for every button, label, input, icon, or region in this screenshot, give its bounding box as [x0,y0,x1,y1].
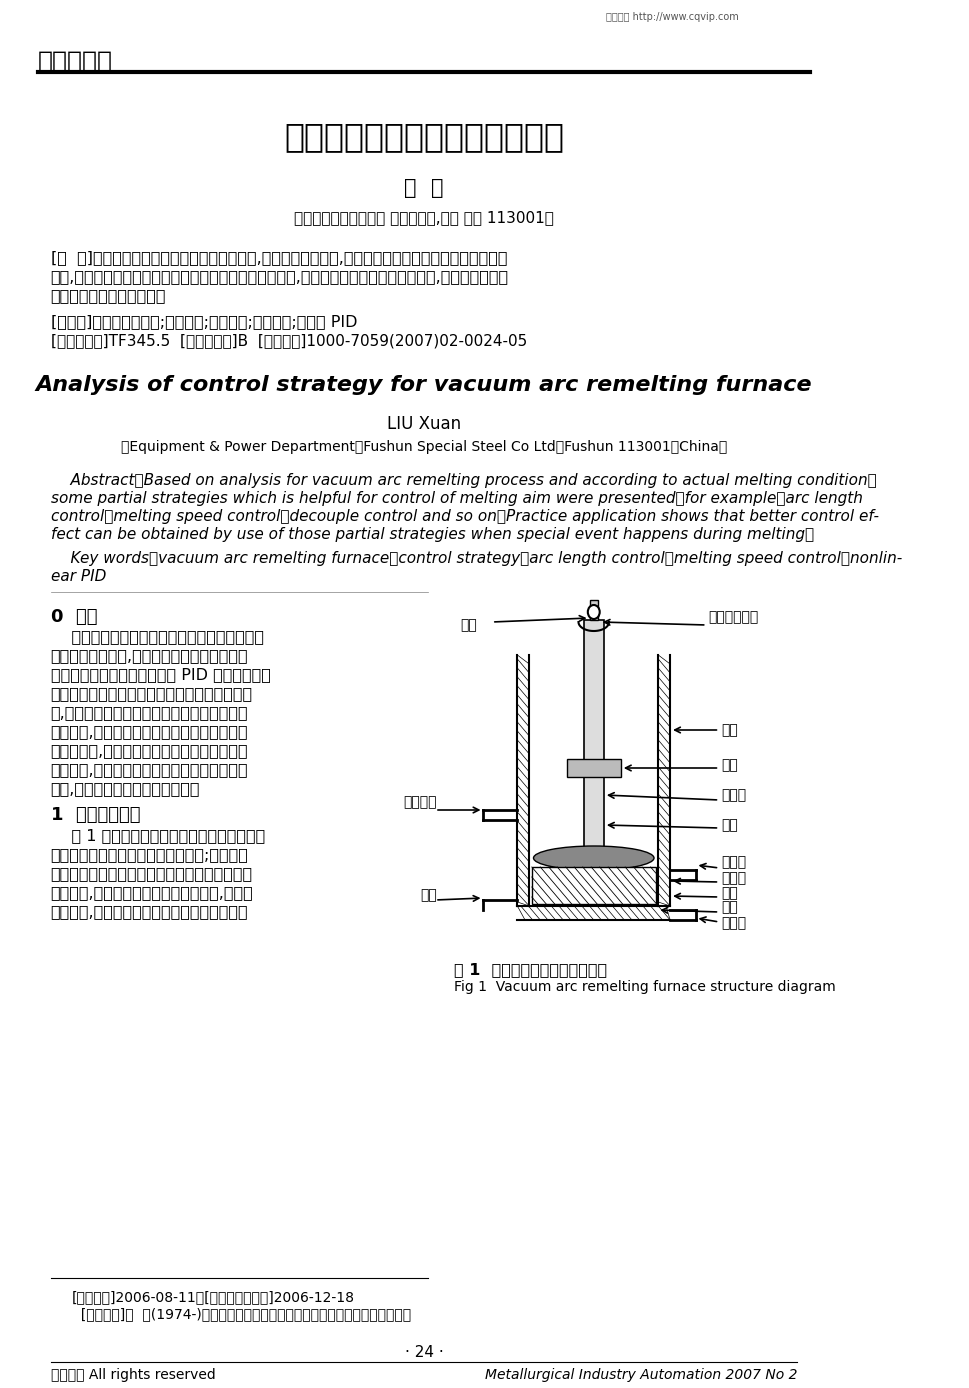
Text: 真空电弧重熔炉（又称真空自耗炉）是一种复: 真空电弧重熔炉（又称真空自耗炉）是一种复 [50,629,264,644]
Text: 与电极拉杆相连。电极拉杆通过滑动真空密封进: 与电极拉杆相连。电极拉杆通过滑动真空密封进 [50,866,253,881]
Text: 和技术转化,并实施于我们自行研制的控制系统: 和技术转化,并实施于我们自行研制的控制系统 [50,743,248,758]
Text: 出水口: 出水口 [720,855,745,869]
Text: 夹头: 夹头 [720,758,737,772]
Text: 的改造上,取得了很好的控制效果。对提升控制: 的改造上,取得了很好的控制效果。对提升控制 [50,762,248,777]
Text: [中图分类号]TF345.5  [文献标识码]B  [文章编号]1000-7059(2007)02-0024-05: [中图分类号]TF345.5 [文献标识码]B [文章编号]1000-7059(… [50,333,526,348]
Text: · 24 ·: · 24 · [404,1345,443,1360]
Text: [摘  要]通过对真空电弧重熔炉工艺过程的分析,根据冶炼实际情况,提出了一些有助于控制冶炼目标的局部: [摘 要]通过对真空电弧重熔炉工艺过程的分析,根据冶炼实际情况,提出了一些有助于… [50,250,507,265]
Text: 刘  轩: 刘 轩 [404,178,444,198]
Text: 负极: 负极 [460,618,477,632]
Text: 0  简介: 0 简介 [50,608,97,626]
Text: [收稿日期]2006-08-11；[修改稿收到日期]2006-12-18: [收稿日期]2006-08-11；[修改稿收到日期]2006-12-18 [72,1289,355,1303]
Text: ear PID: ear PID [50,569,106,584]
Ellipse shape [533,847,653,870]
Text: fect can be obtained by use of those partial strategies when special event happe: fect can be obtained by use of those par… [50,527,813,541]
Text: 些稀有金属的铸锭。采用传统 PID 控制器作为熔: 些稀有金属的铸锭。采用传统 PID 控制器作为熔 [50,668,270,682]
Text: 水套: 水套 [720,886,737,899]
Text: Analysis of control strategy for vacuum arc remelting furnace: Analysis of control strategy for vacuum … [36,375,811,396]
Text: 抽空以后,电极下降并与在结晶器底部同样材料: 抽空以后,电极下降并与在结晶器底部同样材料 [50,904,248,919]
Text: 1  基本工作原理: 1 基本工作原理 [50,806,140,824]
Text: 系统与装置: 系统与装置 [38,50,112,74]
Text: 电极: 电极 [720,818,737,831]
Text: Abstract：Based on analysis for vacuum arc remelting process and according to act: Abstract：Based on analysis for vacuum ar… [50,473,875,489]
Bar [589,600,597,620]
Text: 电极进给机构: 电极进给机构 [707,609,758,625]
Text: （抚顺特殊钢有限公司 装备动力部,辽宁 抚顺 113001）: （抚顺特殊钢有限公司 装备动力部,辽宁 抚顺 113001） [294,210,553,225]
Text: 杂的真空冶炼设备,主要用于熔炼难熔金属及某: 杂的真空冶炼设备,主要用于熔炼难熔金属及某 [50,648,248,663]
Text: 结晶器: 结晶器 [720,872,745,886]
Text: 距。为此,通过对国外最新控制策略的分析研究: 距。为此,通过对国外最新控制策略的分析研究 [50,725,248,738]
Text: control，melting speed control，decouple control and so on．Practice application sh: control，melting speed control，decouple c… [50,509,878,525]
Text: 真空电弧重熔炉控制策略的分析: 真空电弧重熔炉控制策略的分析 [284,119,563,153]
Text: 炼电源正极与水冷套中的结晶器相连;电源负极: 炼电源正极与水冷套中的结晶器相连;电源负极 [50,847,248,862]
Text: 至真空泵: 至真空泵 [403,795,436,809]
Bar [531,868,655,904]
Text: LIU Xuan: LIU Xuan [387,415,460,433]
Text: 正极: 正极 [420,888,436,902]
Text: [作者简介]刘  轩(1974-)，女，辽宁抚顺人，工程师，主要从事电气自动化工作。: [作者简介]刘 轩(1974-)，女，辽宁抚顺人，工程师，主要从事电气自动化工作… [72,1307,411,1321]
Text: 策略,如弧长控制、熔速控制、解耦控制等。实际应用表明,当熔炼过程出现各种特殊情况时,采用这些局部策: 策略,如弧长控制、熔速控制、解耦控制等。实际应用表明,当熔炼过程出现各种特殊情况… [50,269,508,285]
Text: 新锭: 新锭 [720,899,737,915]
Text: 图 1 所示为真空电弧重熔炉结构示意图。熔: 图 1 所示为真空电弧重熔炉结构示意图。熔 [50,829,265,843]
Text: 维普资讯 http://www.cqvip.com: 维普资讯 http://www.cqvip.com [606,12,738,22]
Text: [关键词]真空电弧重熔炉;控制策略;弧长控制;熔速控制;非线性 PID: [关键词]真空电弧重熔炉;控制策略;弧长控制;熔速控制;非线性 PID [50,314,357,329]
Text: 速控制和进给控制手段的一些小型自耗炉控制系: 速控制和进给控制手段的一些小型自耗炉控制系 [50,686,253,701]
Text: some partial strategies which is helpful for control of melting aim were present: some partial strategies which is helpful… [50,491,861,507]
Text: 略能得到更好的控制效果。: 略能得到更好的控制效果。 [50,287,166,303]
Bar [583,620,604,849]
Text: 炉体: 炉体 [720,723,737,737]
Text: 水平,提高合金重量具有很大意义。: 水平,提高合金重量具有很大意义。 [50,781,200,795]
Bar [566,759,620,777]
Text: 入炉体内,待熔炼电极夹紧在电极拉杆上,且炉体: 入炉体内,待熔炼电极夹紧在电极拉杆上,且炉体 [50,886,253,899]
Text: Metallurgical Industry Automation 2007 No 2: Metallurgical Industry Automation 2007 N… [484,1369,797,1382]
Text: 维普资讯 All rights reserved: 维普资讯 All rights reserved [50,1369,215,1382]
Text: 图 1  真空电弧重熔炉结构示意图: 图 1 真空电弧重熔炉结构示意图 [453,962,607,977]
Text: 假电极: 假电极 [720,788,745,802]
Text: 统,其过程参数的稳定性较国外炉子有不小的差: 统,其过程参数的稳定性较国外炉子有不小的差 [50,705,248,720]
Text: （Equipment & Power Department，Fushun Special Steel Co Ltd，Fushun 113001，China）: （Equipment & Power Department，Fushun Spe… [121,440,727,454]
Text: Key words：vacuum arc remelting furnace；control strategy；arc length control；melti: Key words：vacuum arc remelting furnace；c… [50,551,901,566]
Text: Fig 1  Vacuum arc remelting furnace structure diagram: Fig 1 Vacuum arc remelting furnace struc… [453,980,834,994]
Circle shape [587,605,599,619]
Text: 进水口: 进水口 [720,916,745,930]
